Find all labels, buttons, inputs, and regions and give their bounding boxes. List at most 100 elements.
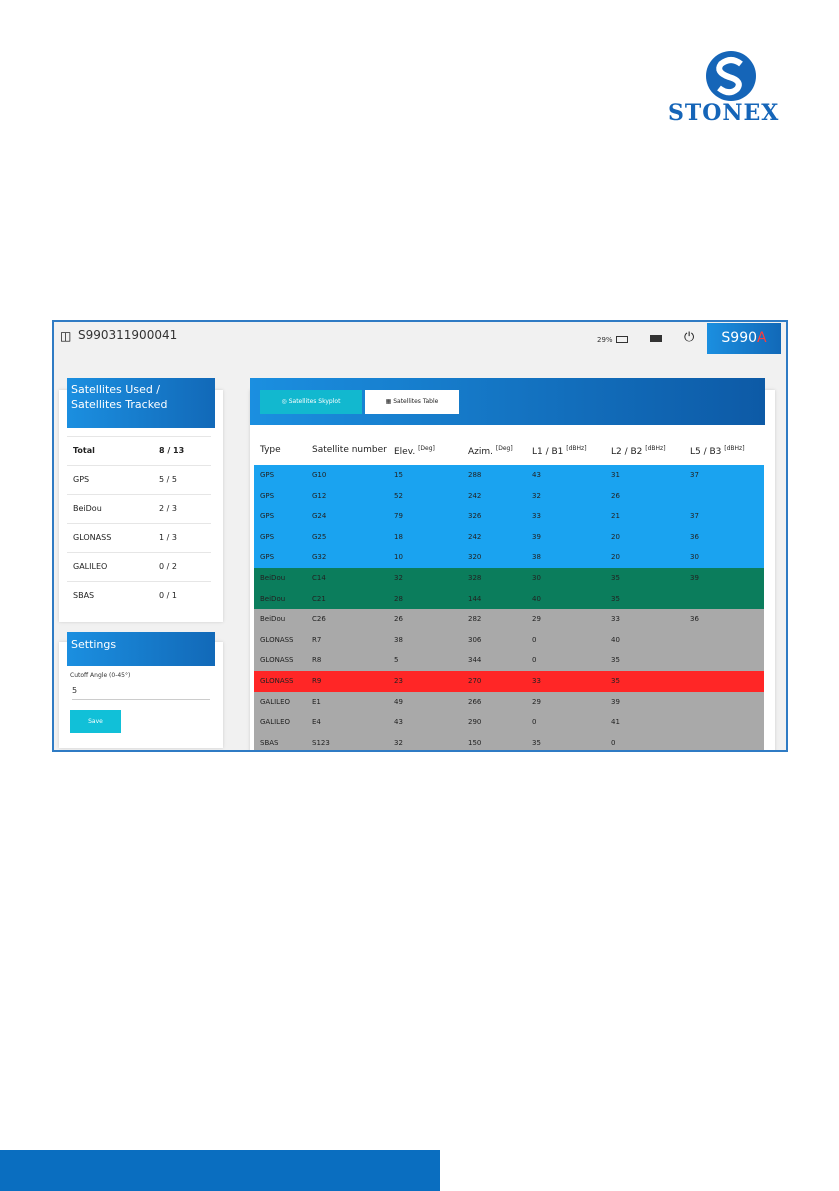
cell: 288 bbox=[468, 471, 482, 479]
cell: 39 bbox=[611, 697, 620, 706]
cell: 30 bbox=[690, 553, 699, 562]
cell: GPS bbox=[260, 471, 275, 479]
cell: 29 bbox=[532, 697, 541, 706]
cell: BeiDou bbox=[260, 574, 286, 582]
cell: 41 bbox=[611, 718, 620, 727]
cell: 326 bbox=[468, 512, 482, 521]
table-row: GLONASS R9 23 270 33 35 bbox=[254, 671, 764, 692]
model-button[interactable]: S990A bbox=[707, 323, 781, 354]
used-row: GLONASS 1 / 3 bbox=[67, 523, 211, 553]
header-text: Elev. bbox=[394, 447, 416, 457]
cell: 306 bbox=[468, 635, 482, 644]
tab[interactable]: ▦ Satellites Table bbox=[365, 390, 459, 414]
column-header: Elev. [Deg] bbox=[394, 445, 435, 457]
cell: 33 bbox=[532, 512, 541, 521]
table-row: GPS G32 10 320 38 20 30 bbox=[254, 547, 764, 568]
cell: 36 bbox=[690, 532, 699, 541]
header-unit: [dBHz] bbox=[724, 445, 745, 452]
cell: R7 bbox=[312, 635, 322, 644]
used-count: 0 / 1 bbox=[159, 591, 177, 600]
cell: 38 bbox=[394, 635, 403, 644]
table-row: SBAS S123 32 150 35 0 bbox=[254, 732, 764, 750]
cell: 10 bbox=[394, 553, 403, 562]
used-count: 8 / 13 bbox=[159, 446, 185, 455]
table-row: GALILEO E1 49 266 29 39 bbox=[254, 691, 764, 713]
header-unit: [dBHz] bbox=[566, 445, 587, 452]
table-row: BeiDou C26 26 282 29 33 36 bbox=[254, 609, 764, 630]
cell: 31 bbox=[611, 471, 620, 479]
cell: 21 bbox=[611, 512, 620, 521]
cell: R9 bbox=[312, 677, 322, 685]
cell: G32 bbox=[312, 553, 327, 562]
cell: 15 bbox=[394, 471, 403, 479]
screenshot: ◫ S990311900041 29% ⏻ S990A Satellites U… bbox=[52, 320, 788, 752]
used-label: BeiDou bbox=[73, 504, 102, 513]
power-icon[interactable]: ⏻ bbox=[684, 330, 695, 345]
cell: C21 bbox=[312, 594, 326, 603]
cell: 344 bbox=[468, 656, 482, 665]
cell: 29 bbox=[532, 615, 541, 624]
table-row: GPS G25 18 242 39 20 36 bbox=[254, 526, 764, 548]
cell: 38 bbox=[532, 553, 541, 562]
cell: GPS bbox=[260, 553, 275, 562]
column-header: L2 / B2 [dBHz] bbox=[611, 445, 666, 457]
cell: 282 bbox=[468, 615, 482, 624]
table-row: GLONASS R7 38 306 0 40 bbox=[254, 629, 764, 651]
cell: GLONASS bbox=[260, 656, 294, 665]
cell: G24 bbox=[312, 512, 327, 521]
cell: 328 bbox=[468, 574, 482, 582]
cell: 43 bbox=[532, 471, 541, 479]
cell: GALILEO bbox=[260, 718, 291, 727]
used-title: Satellites Used / Satellites Tracked bbox=[67, 378, 215, 428]
table-row: GPS G24 79 326 33 21 37 bbox=[254, 506, 764, 527]
cell: G12 bbox=[312, 491, 327, 500]
cell: C14 bbox=[312, 574, 326, 582]
cell: GPS bbox=[260, 532, 275, 541]
used-row: Total 8 / 13 bbox=[67, 436, 211, 466]
cell: BeiDou bbox=[260, 594, 286, 603]
tab[interactable]: ◎ Satellites Skyplot bbox=[260, 390, 362, 414]
cell: 35 bbox=[611, 594, 620, 603]
settings-title: Settings bbox=[67, 632, 215, 666]
used-count: 1 / 3 bbox=[159, 533, 177, 542]
cell: 0 bbox=[532, 718, 537, 727]
cell: 32 bbox=[394, 738, 403, 747]
cell: 35 bbox=[532, 738, 541, 747]
cell: 40 bbox=[611, 635, 620, 644]
header-unit: [Deg] bbox=[418, 445, 435, 452]
used-label: SBAS bbox=[73, 591, 95, 600]
cell: SBAS bbox=[260, 738, 279, 747]
ab-icon bbox=[650, 335, 662, 342]
cell: E1 bbox=[312, 697, 321, 706]
table-row: BeiDou C21 28 144 40 35 bbox=[254, 588, 764, 610]
cell: 32 bbox=[532, 491, 541, 500]
cell: 40 bbox=[532, 594, 541, 603]
model-suffix: A bbox=[757, 330, 767, 346]
logo-icon bbox=[706, 51, 756, 101]
save-button[interactable]: Save bbox=[70, 710, 121, 733]
used-row: GPS 5 / 5 bbox=[67, 465, 211, 495]
cutoff-label: Cutoff Angle (0-45°) bbox=[70, 672, 131, 679]
cell: 35 bbox=[611, 574, 620, 582]
cell: GLONASS bbox=[260, 635, 294, 644]
cell: 266 bbox=[468, 697, 482, 706]
header-text: L1 / B1 bbox=[532, 447, 564, 457]
cutoff-input[interactable]: 5 bbox=[72, 686, 210, 700]
cell: 33 bbox=[611, 615, 620, 624]
cell: 28 bbox=[394, 594, 403, 603]
serial: S990311900041 bbox=[78, 328, 178, 342]
cell: GPS bbox=[260, 512, 275, 521]
battery-icon bbox=[616, 336, 628, 343]
table-row: GLONASS R8 5 344 0 35 bbox=[254, 650, 764, 671]
cell: 39 bbox=[690, 574, 699, 582]
used-label: GLONASS bbox=[73, 533, 112, 542]
column-header: Azim. [Deg] bbox=[468, 445, 513, 457]
header-text: L2 / B2 bbox=[611, 447, 643, 457]
cell: E4 bbox=[312, 718, 321, 727]
cell: 32 bbox=[394, 574, 403, 582]
cell: 37 bbox=[690, 512, 699, 521]
cell: 23 bbox=[394, 677, 403, 685]
cell: 35 bbox=[611, 677, 620, 685]
cell: 35 bbox=[611, 656, 620, 665]
used-count: 0 / 2 bbox=[159, 562, 177, 571]
